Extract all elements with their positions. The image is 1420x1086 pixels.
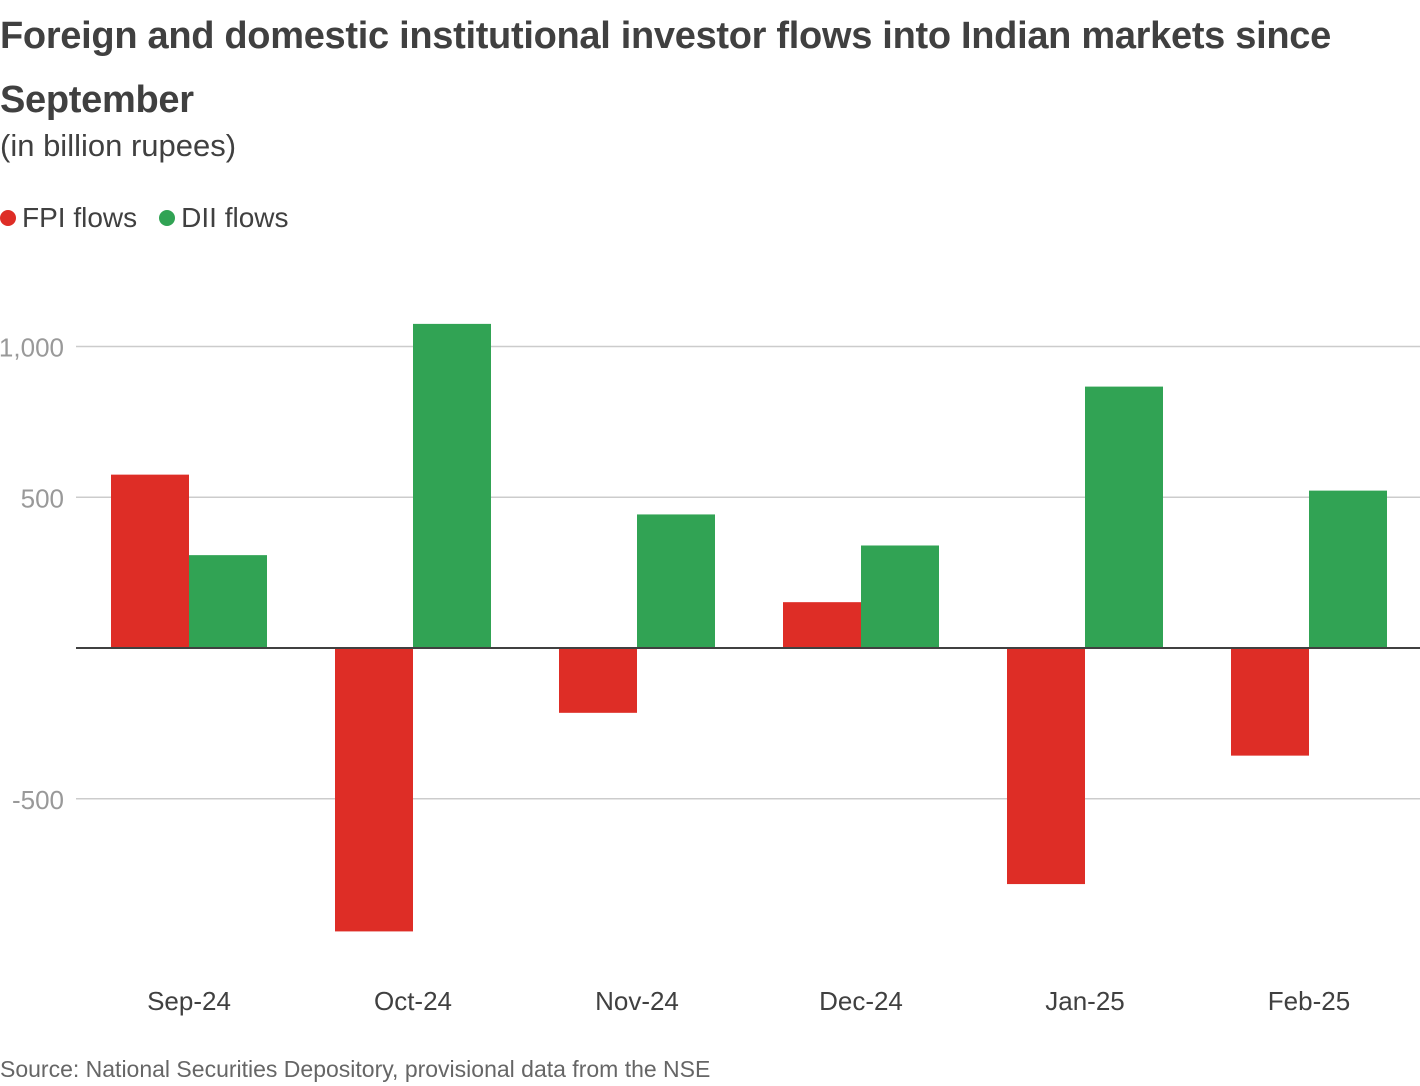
legend: FPI flows DII flows	[0, 202, 311, 234]
bar-dii	[861, 545, 939, 648]
x-tick-label: Nov-24	[595, 986, 679, 1016]
legend-item-dii: DII flows	[159, 202, 289, 234]
bar-dii	[1309, 490, 1387, 648]
y-tick-label: 1,000	[0, 333, 64, 363]
bar-fpi	[1231, 648, 1309, 756]
x-tick-label: Oct-24	[374, 986, 452, 1016]
bar-fpi	[335, 648, 413, 932]
bar-fpi	[559, 648, 637, 713]
legend-dii-marker-icon	[159, 210, 176, 226]
bar-dii	[1085, 386, 1163, 648]
legend-item-fpi: FPI flows	[0, 202, 137, 234]
bar-dii	[189, 555, 267, 648]
y-tick-label: 500	[21, 483, 64, 513]
chart-title: Foreign and domestic institutional inves…	[0, 15, 1331, 121]
x-tick-label: Feb-25	[1268, 986, 1350, 1016]
bar-fpi	[111, 474, 189, 648]
x-tick-label: Sep-24	[147, 986, 231, 1016]
bar-dii	[637, 514, 715, 648]
legend-fpi-label: FPI flows	[22, 202, 138, 233]
chart-subtitle: (in billion rupees)	[0, 128, 237, 163]
legend-dii-label: DII flows	[181, 202, 289, 233]
x-tick-label: Dec-24	[819, 986, 903, 1016]
bar-fpi	[1007, 648, 1085, 885]
legend-fpi-marker-icon	[0, 210, 16, 226]
bar-fpi	[783, 602, 861, 648]
bar-dii	[413, 323, 491, 648]
y-tick-label: -500	[12, 785, 64, 815]
source-note: Source: National Securities Depository, …	[0, 1056, 711, 1082]
x-tick-label: Jan-25	[1045, 986, 1125, 1016]
bar-chart: 1,000 500 -500 Sep-24 Oct-24 Nov-24 Dec-24 Jan-…	[0, 323, 1420, 1016]
